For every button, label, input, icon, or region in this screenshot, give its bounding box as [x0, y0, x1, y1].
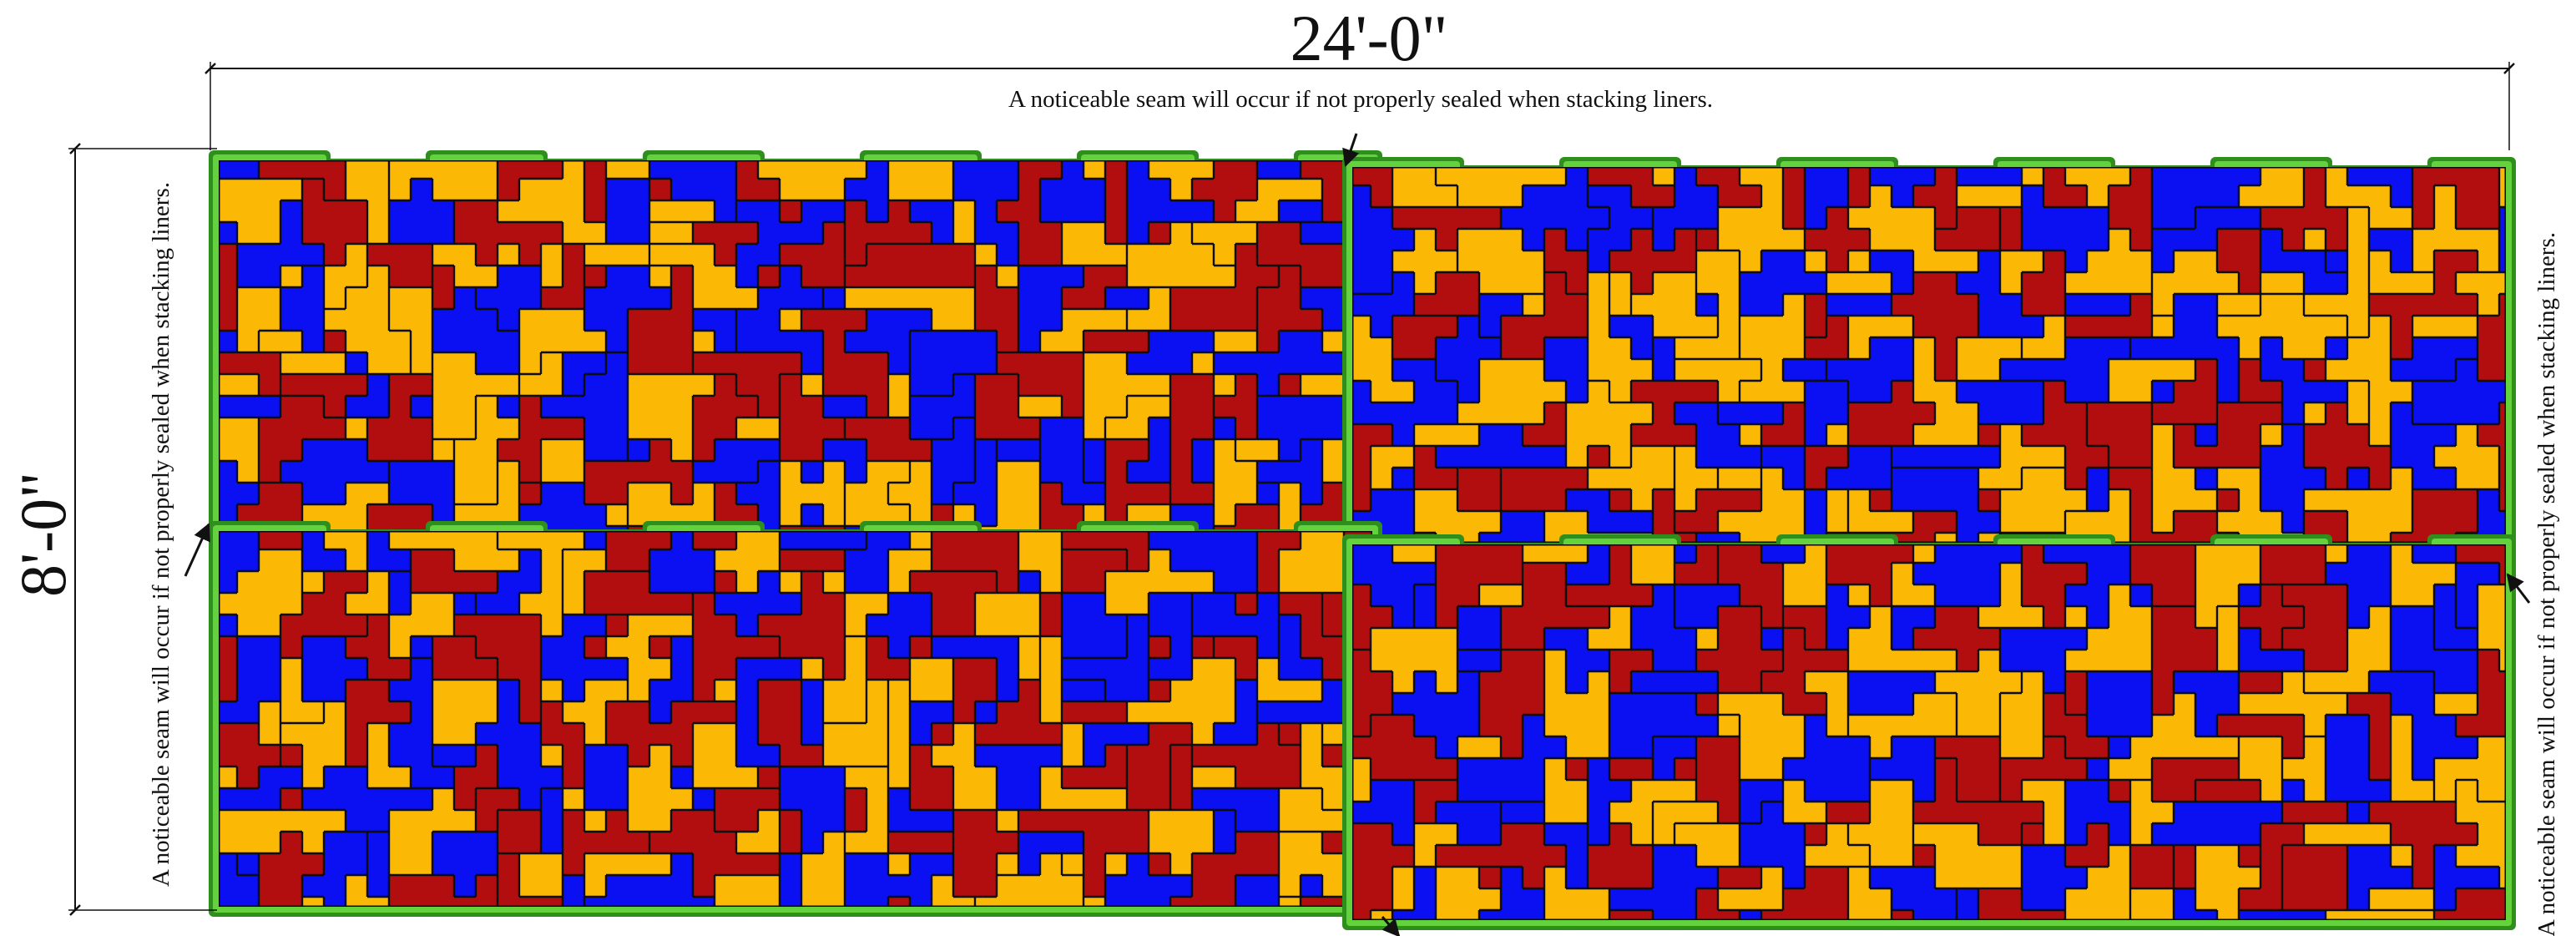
panel-bottom-left-pattern [219, 531, 1372, 907]
height-dimension-label: 8'-0" [7, 472, 79, 597]
panel-bottom-right [1342, 534, 2516, 930]
panel-bottom-left [209, 521, 1382, 917]
panel-top-right-pattern [1352, 167, 2506, 543]
panel-top-left-pattern [219, 160, 1372, 536]
width-dimension-label: 24'-0" [1291, 2, 1448, 74]
seam-note-top-arrow [1342, 133, 1360, 167]
panel-bottom-right-pattern [1352, 544, 2506, 920]
seam-note-bottom-arrow [1381, 916, 1401, 936]
seam-note-right-arrow [2506, 573, 2531, 604]
liner-panels [209, 150, 2516, 930]
width-dimension: 24'-0" [205, 2, 2515, 150]
panel-top-right [1342, 157, 2516, 553]
seam-note-left-arrow [184, 523, 210, 577]
seam-note-top: A noticeable seam will occur if not prop… [1008, 86, 1713, 113]
panel-top-left [209, 150, 1382, 546]
seam-note-left: A noticeable seam will occur if not prop… [148, 182, 174, 887]
seam-note-right: A noticeable seam will occur if not prop… [2533, 232, 2560, 936]
height-dimension: 8'-0" [7, 143, 217, 916]
